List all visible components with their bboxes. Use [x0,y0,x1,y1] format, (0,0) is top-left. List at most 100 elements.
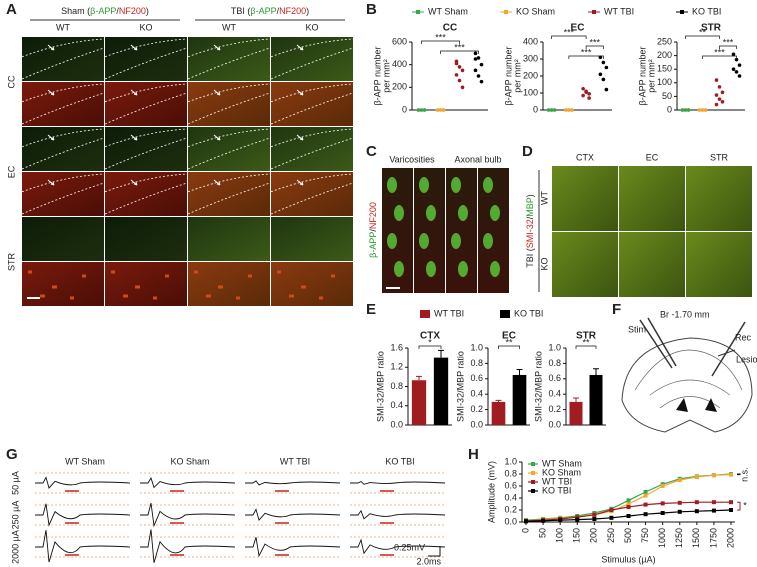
y-axis-label: per mm² [381,59,391,93]
micrograph [105,127,187,171]
legend-label: KO TBI [692,6,721,16]
y-tick-label: 0 [667,104,672,114]
y-tick-label: 50 [662,91,672,101]
bar [411,380,427,425]
tract-outline [21,137,105,170]
group-header-part: TBI ( [231,6,251,16]
y-tick-label: 0.0 [390,419,403,429]
micrograph [188,127,270,171]
tract-outline [104,182,188,215]
tract-outline [187,38,271,58]
trace [35,503,131,527]
data-point [479,62,484,67]
data-point [441,108,446,112]
legend-marker [531,462,535,466]
data-point [567,108,571,112]
axon-swelling [451,177,461,193]
data-point [729,472,733,477]
tract-outline [21,92,105,125]
bar [491,401,506,425]
y-tick-label: 600 [392,36,407,46]
data-point [601,77,606,82]
data-point [422,108,427,112]
significance-bracket [551,35,587,39]
data-point [604,87,609,92]
data-point [729,508,733,512]
micrograph [188,262,270,306]
tract-outline [270,137,354,170]
legend-marker [420,310,430,318]
data-point [677,509,682,514]
schematic-label: Stim [628,324,646,334]
axon-swelling [483,233,493,249]
panel-label: D [522,143,533,160]
data-point [438,108,443,112]
arrow [296,179,304,186]
y-tick-label: 100 [523,87,538,97]
group-header-part: β-APP [90,6,116,16]
micrograph [271,37,353,81]
data-point [714,78,719,82]
data-point [609,508,614,512]
group-header: TBI (β-APP/NF200) [231,6,309,16]
stain-label-part: β-APP [368,232,378,258]
column-label: WT TBI [280,456,310,466]
legend-label: KO TBI [542,485,571,495]
data-point [592,517,597,521]
data-point [416,108,421,112]
tract-outline [104,47,188,80]
bar [569,401,583,425]
panel-label: E [366,301,376,318]
micrograph [271,262,353,306]
y-axis-label: β-APP number [372,46,382,105]
chart-title: CC [443,23,457,34]
arrow [130,89,138,96]
arrow [213,134,221,141]
axon-swelling [426,205,436,221]
group-header-part: / [277,6,280,16]
tract-outline [187,173,271,193]
legend-marker [592,10,596,14]
y-tick-label: 1.0 [504,456,517,466]
arrow [47,134,55,141]
group-header: Sham (β-APP/NF200) [61,6,149,16]
significance-label: *** [435,32,446,42]
group-header-part: / [116,6,119,16]
y-tick-label: 400 [523,36,538,46]
data-point [609,515,614,520]
arrow [130,44,138,51]
error-bar [516,369,523,375]
arrow [130,179,138,186]
error-bar [416,375,422,381]
bar [433,357,449,425]
data-point [460,85,465,90]
data-point [643,512,648,517]
y-tick-label: 300 [523,53,538,63]
schematic-label: Rec [735,332,752,342]
y-tick-label: 0 [402,104,407,114]
group-label-part: SMI-32 [525,219,535,248]
micrograph [105,37,187,81]
y-axis-label: SMI-32/MBP ratio [375,351,385,422]
data-point [457,65,462,69]
group-label-part: TBI ( [525,248,535,268]
tract-outline [21,47,105,80]
micrograph [105,262,187,306]
data-point [680,108,685,112]
data-point [476,56,481,60]
trace [140,477,236,489]
data-point [697,108,702,112]
data-point [717,97,722,101]
tract-outline [104,137,188,170]
significance-label: *** [564,27,575,37]
data-point [575,517,580,522]
y-tick-label: 0.6 [504,480,517,490]
data-point [714,93,719,97]
data-point [473,57,478,61]
texture [111,270,169,300]
arrow [47,44,55,51]
group-label-part: / [525,216,535,219]
group-label-part: ) [525,194,535,197]
data-point [598,72,603,77]
